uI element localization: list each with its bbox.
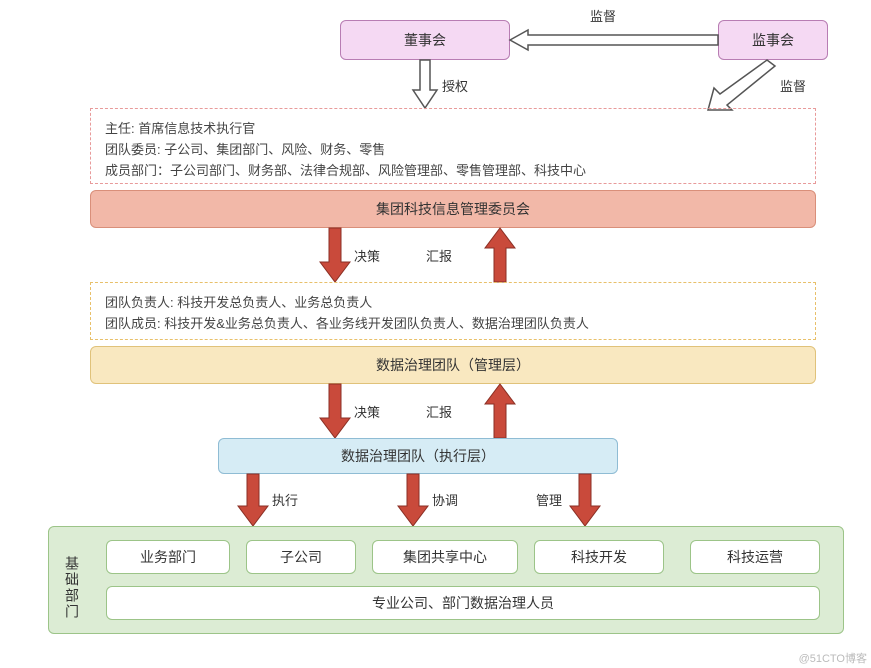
arrow-execute: [238, 474, 268, 526]
node-exec: 数据治理团队（执行层）: [218, 438, 618, 474]
label-supervise-top: 监督: [590, 6, 616, 25]
watermark: @51CTO博客: [799, 650, 867, 666]
arrow-report1: [485, 228, 515, 282]
node-board-label: 董事会: [404, 30, 446, 50]
info-mgmt: 团队负责人: 科技开发总负责人、业务总负责人 团队成员: 科技开发&业务总负责人…: [90, 282, 816, 340]
node-supervisor-label: 监事会: [752, 30, 794, 50]
arrow-coord: [398, 474, 428, 526]
info-committee: 主任: 首席信息技术执行官 团队委员: 子公司、集团部门、风险、财务、零售 成员…: [90, 108, 816, 184]
node-dept2: 子公司: [246, 540, 356, 574]
dept6-label: 专业公司、部门数据治理人员: [372, 593, 554, 613]
label-coord: 协调: [432, 490, 458, 509]
arrow-supervise-top: [510, 28, 718, 52]
node-base-label: 基础部门: [62, 556, 82, 620]
info-mgmt-line-0: 团队负责人: 科技开发总负责人、业务总负责人: [105, 293, 801, 314]
node-mgmt: 数据治理团队（管理层）: [90, 346, 816, 384]
info-mgmt-line-1: 团队成员: 科技开发&业务总负责人、各业务线开发团队负责人、数据治理团队负责人: [105, 314, 801, 335]
label-manage: 管理: [536, 490, 562, 509]
arrow-report2: [485, 384, 515, 438]
label-execute: 执行: [272, 490, 298, 509]
dept2-label: 子公司: [280, 547, 322, 567]
label-authorize: 授权: [442, 76, 468, 95]
node-mgmt-label: 数据治理团队（管理层）: [376, 355, 530, 375]
node-dept1: 业务部门: [106, 540, 230, 574]
label-report2: 汇报: [426, 402, 452, 421]
node-dept3: 集团共享中心: [372, 540, 518, 574]
info-committee-line-1: 团队委员: 子公司、集团部门、风险、财务、零售: [105, 140, 801, 161]
node-dept5: 科技运营: [690, 540, 820, 574]
label-supervise-right: 监督: [780, 76, 806, 95]
arrow-supervise-right: [690, 60, 780, 110]
dept3-label: 集团共享中心: [403, 547, 487, 567]
node-exec-label: 数据治理团队（执行层）: [341, 446, 495, 466]
arrow-authorize: [413, 60, 437, 108]
info-committee-line-2: 成员部门：子公司部门、财务部、法律合规部、风险管理部、零售管理部、科技中心: [105, 161, 801, 182]
arrow-manage: [570, 474, 600, 526]
label-decide1: 决策: [354, 246, 380, 265]
label-decide2: 决策: [354, 402, 380, 421]
info-committee-line-0: 主任: 首席信息技术执行官: [105, 119, 801, 140]
node-committee: 集团科技信息管理委员会: [90, 190, 816, 228]
arrow-decide2: [320, 384, 350, 438]
dept1-label: 业务部门: [140, 547, 196, 567]
label-report1: 汇报: [426, 246, 452, 265]
node-committee-label: 集团科技信息管理委员会: [376, 199, 530, 219]
dept5-label: 科技运营: [727, 547, 783, 567]
node-supervisor: 监事会: [718, 20, 828, 60]
node-dept6: 专业公司、部门数据治理人员: [106, 586, 820, 620]
node-board: 董事会: [340, 20, 510, 60]
arrow-decide1: [320, 228, 350, 282]
node-dept4: 科技开发: [534, 540, 664, 574]
dept4-label: 科技开发: [571, 547, 627, 567]
